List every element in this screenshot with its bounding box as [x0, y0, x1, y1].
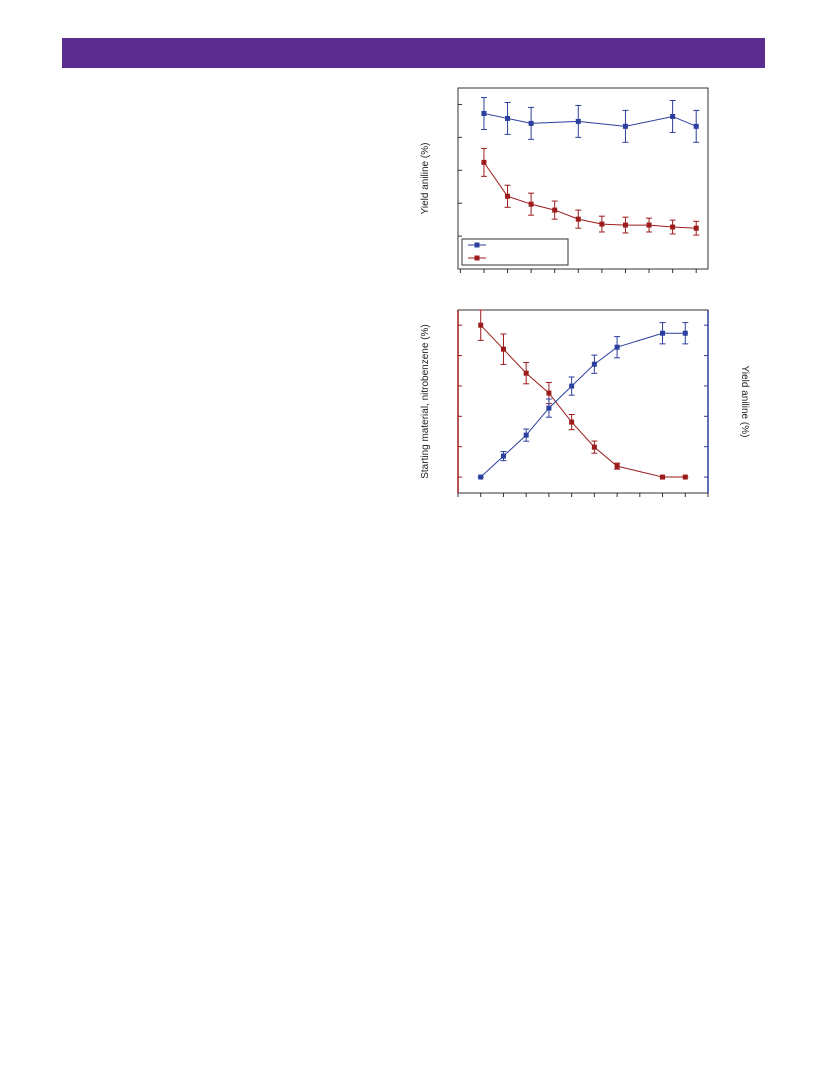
marker [622, 222, 628, 228]
marker [599, 221, 605, 227]
marker [614, 463, 620, 469]
marker [682, 330, 688, 336]
marker [546, 405, 552, 411]
marker [591, 444, 597, 450]
marker [481, 111, 487, 117]
marker [646, 222, 652, 228]
marker [591, 361, 597, 367]
y2-axis-label: Yield aniline (%) [739, 366, 750, 438]
legend-box [461, 238, 569, 266]
series-line [480, 332, 686, 478]
marker [693, 123, 699, 129]
marker [500, 453, 506, 459]
plot-frame [457, 309, 709, 494]
y-axis-label: Starting material, nitrobenzene (%) [420, 324, 431, 479]
marker [660, 474, 666, 480]
series-line [480, 324, 686, 478]
legend-marker [474, 255, 480, 261]
marker [478, 322, 484, 328]
marker [569, 419, 575, 425]
marker [481, 159, 487, 165]
marker [546, 390, 552, 396]
marker [670, 113, 676, 119]
y-axis-label: Yield aniline (%) [420, 143, 431, 215]
marker [660, 330, 666, 336]
marker [528, 201, 534, 207]
marker [523, 432, 529, 438]
marker [478, 474, 484, 480]
marker [523, 370, 529, 376]
marker [622, 123, 628, 129]
marker [505, 193, 511, 199]
marker [693, 225, 699, 231]
marker [528, 120, 534, 126]
marker [670, 224, 676, 230]
marker [505, 115, 511, 121]
legend-marker [474, 242, 480, 248]
series-line [483, 113, 697, 127]
series-line [483, 162, 697, 229]
marker [552, 207, 558, 213]
marker [575, 118, 581, 124]
marker [569, 383, 575, 389]
plot-frame [457, 87, 709, 270]
marker [614, 344, 620, 350]
header-bar [62, 38, 765, 68]
marker [500, 346, 506, 352]
marker [682, 474, 688, 480]
marker [575, 216, 581, 222]
